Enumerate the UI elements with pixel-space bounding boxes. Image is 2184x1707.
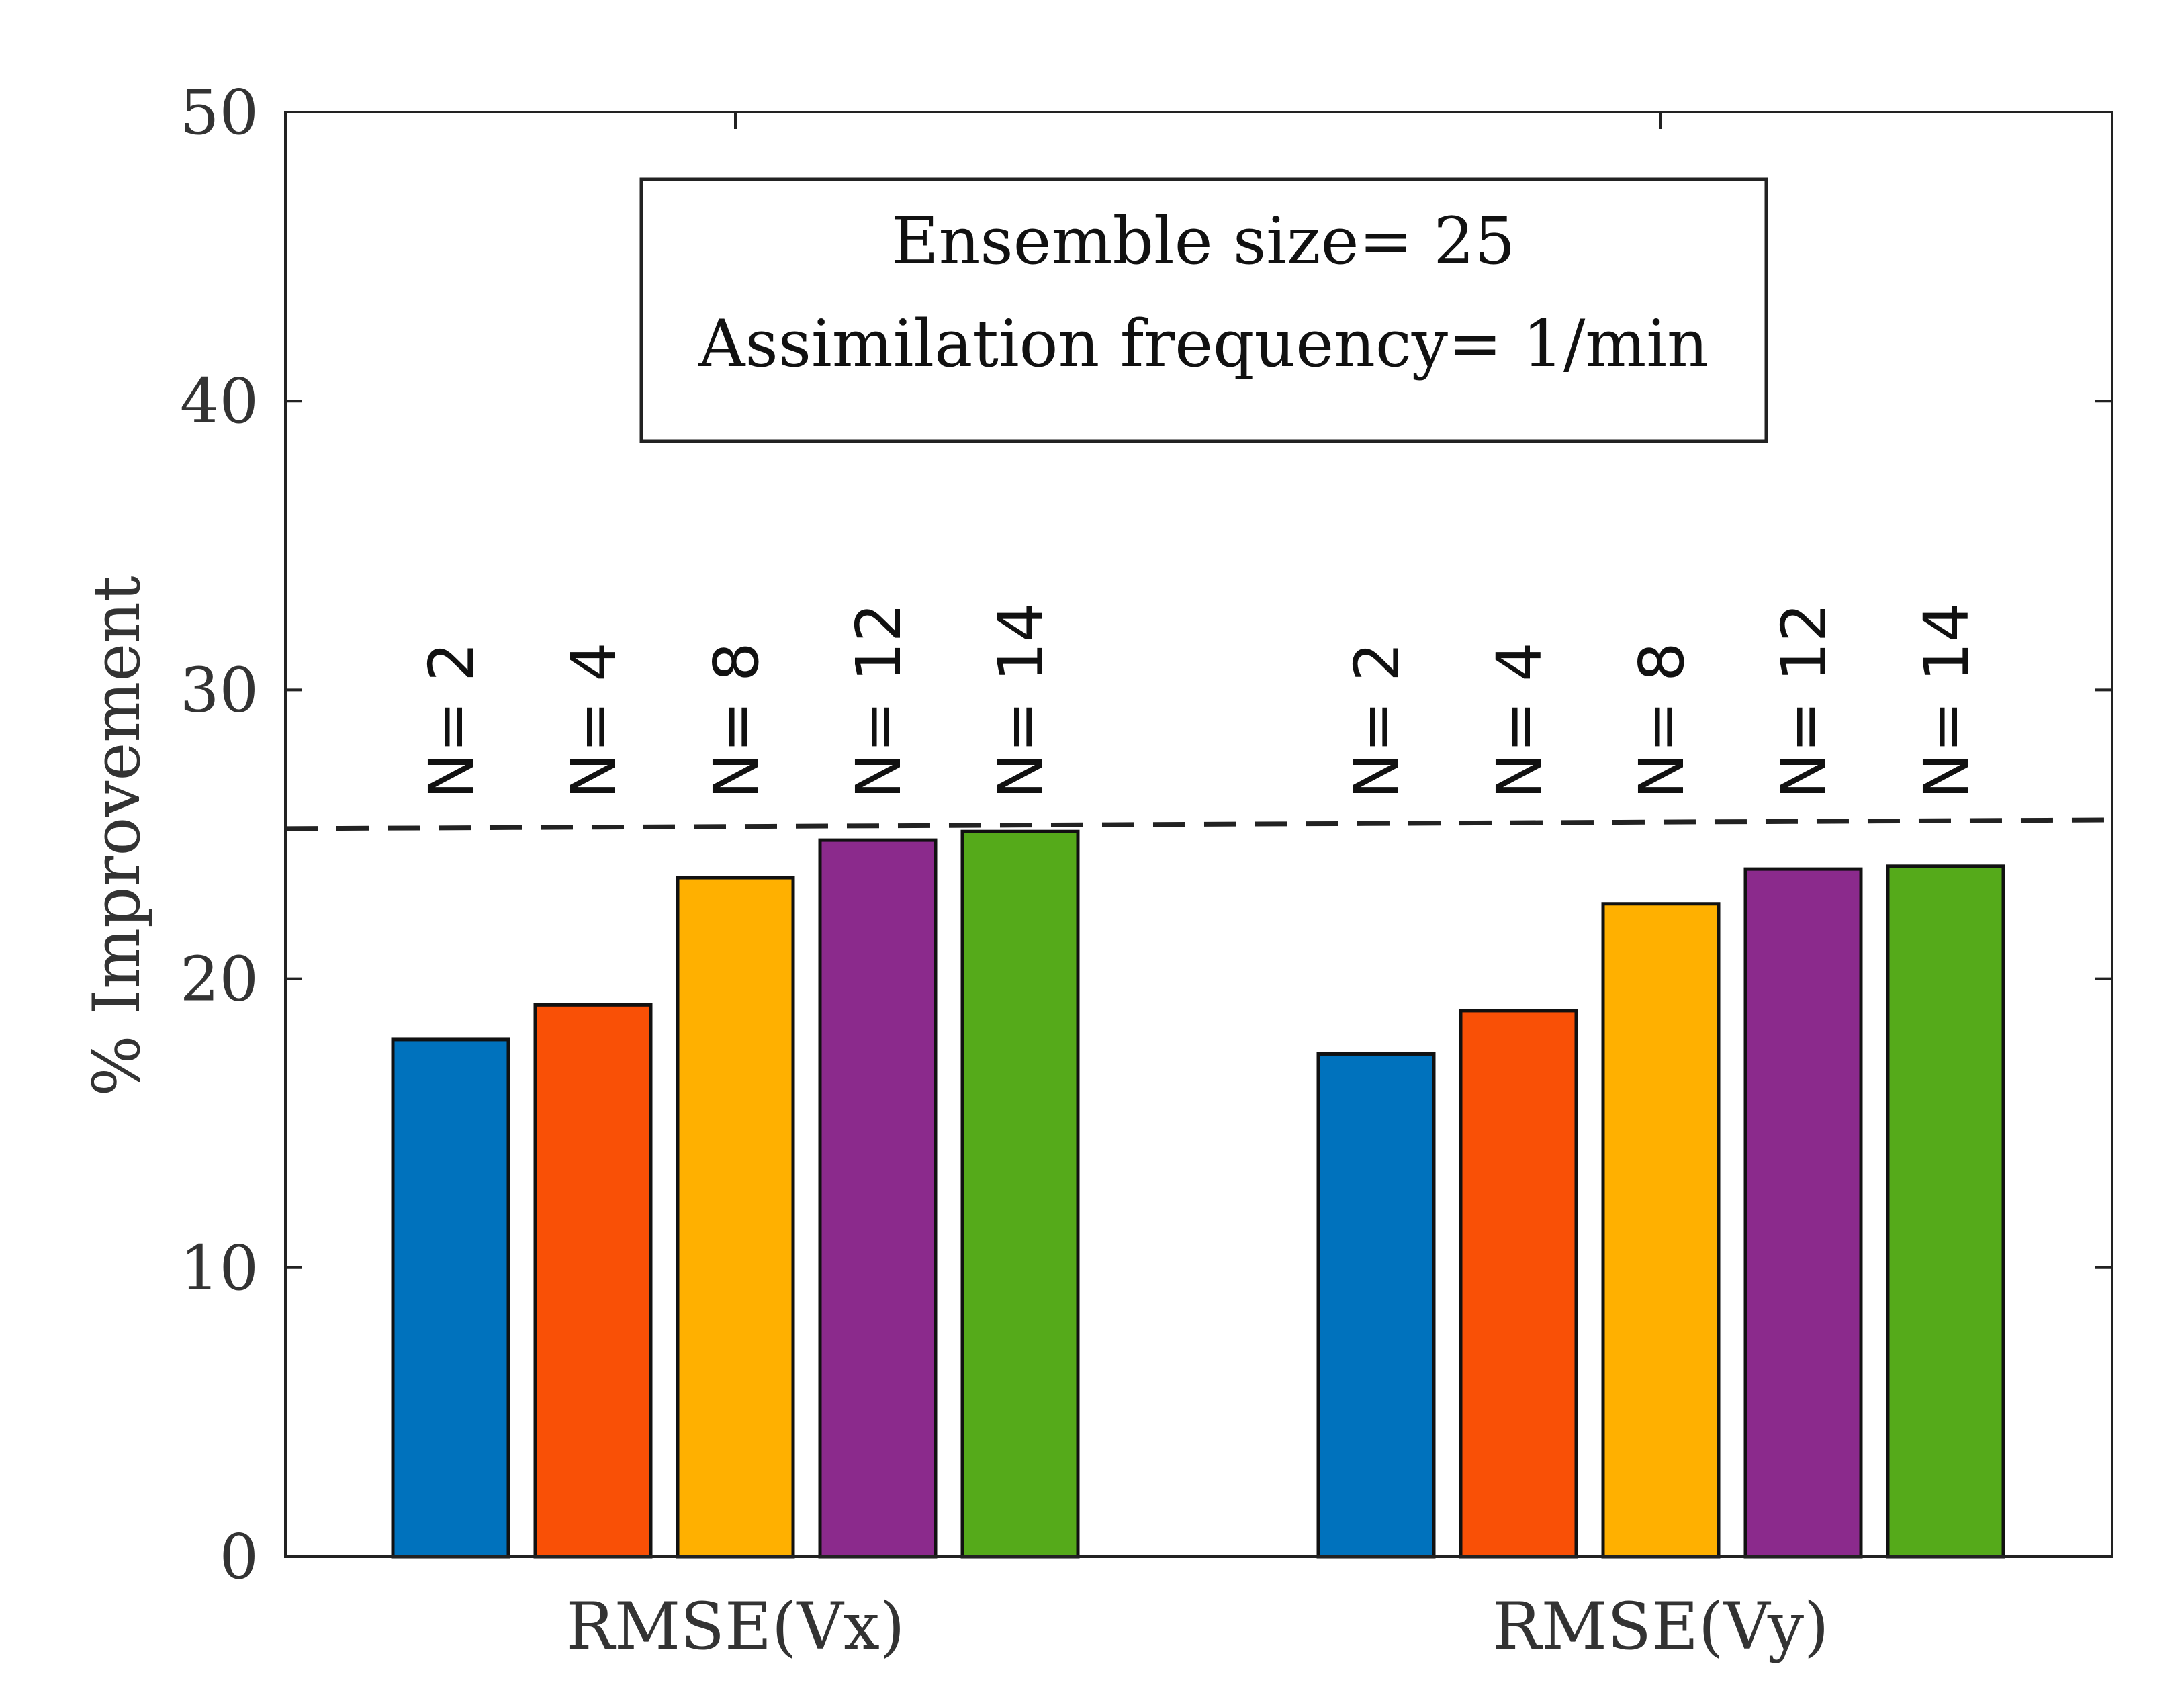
- bar: [1316, 1052, 1436, 1559]
- bar: [960, 829, 1080, 1559]
- bar-series-label: N= 8: [1626, 642, 1698, 799]
- bar: [1743, 867, 1863, 1559]
- bar: [1886, 864, 2005, 1559]
- x-category-label: RMSE(Vy): [1493, 1589, 1829, 1664]
- y-tick-labels: 0 10 20 30 40 50: [180, 77, 259, 1593]
- bar-series-label: N= 4: [1484, 642, 1555, 799]
- bar-series-label: N= 8: [700, 642, 772, 799]
- y-tick-label: 0: [219, 1521, 259, 1593]
- bar-series-label: N= 2: [416, 642, 488, 799]
- bar: [533, 1003, 653, 1559]
- x-tick-labels: RMSE(Vx) RMSE(Vy): [566, 1589, 1829, 1664]
- annotation-box: Ensemble size= 25 Assimilation frequency…: [639, 177, 1768, 443]
- bars-layer: [391, 829, 2005, 1559]
- y-axis-label: % Improvement: [79, 575, 154, 1096]
- y-tick-label: 50: [180, 77, 259, 148]
- bar-labels-layer: N= 2 N= 4 N= 8 N= 12 N= 14 N= 2 N= 4 N= 8 N= 12 N…: [416, 603, 1983, 799]
- bar-series-label: N= 2: [1341, 642, 1413, 799]
- bar-series-label: N= 14: [1911, 603, 1983, 799]
- y-tick-label: 30: [180, 654, 259, 726]
- bar-series-label: N= 12: [1768, 603, 1840, 799]
- bar-series-label: N= 14: [985, 603, 1057, 799]
- y-tick-label: 20: [180, 943, 259, 1015]
- bar: [676, 876, 795, 1559]
- annotation-line-1: Ensemble size= 25: [892, 203, 1516, 279]
- bar: [1459, 1009, 1578, 1559]
- y-tick-label: 10: [180, 1232, 259, 1304]
- plot-area-frame: [284, 111, 2113, 1558]
- bar: [1601, 902, 1721, 1559]
- annotation-frame: [639, 177, 1768, 443]
- x-category-label: RMSE(Vx): [566, 1589, 905, 1664]
- bar-series-label: N= 4: [558, 642, 630, 799]
- bar: [818, 838, 938, 1559]
- bar: [391, 1037, 510, 1559]
- y-tick-label: 40: [180, 365, 259, 437]
- bar-series-label: N= 12: [843, 603, 915, 799]
- annotation-line-2: Assimilation frequency= 1/min: [698, 306, 1709, 381]
